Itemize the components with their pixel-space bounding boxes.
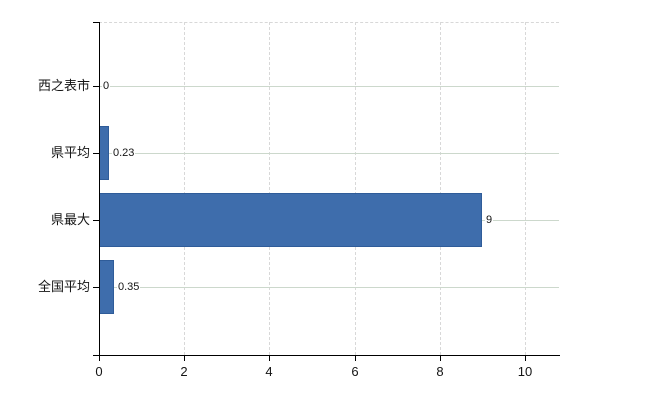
x-axis-tick (184, 355, 185, 361)
vertical-gridline (355, 22, 356, 355)
y-axis-tick (93, 287, 99, 288)
category-label: 全国平均 (37, 279, 90, 294)
x-tick-label: 0 (95, 364, 103, 379)
x-tick-label: 10 (517, 364, 533, 379)
horizontal-gridline (99, 153, 559, 154)
bar-value-label: 0.23 (112, 146, 136, 160)
vertical-gridline (269, 22, 270, 355)
x-tick-label: 2 (180, 364, 188, 379)
category-label: 県平均 (50, 145, 90, 160)
horizontal-gridline (99, 287, 559, 288)
vertical-gridline (525, 22, 526, 355)
y-axis-tick (93, 220, 99, 221)
plot-top-border (99, 22, 559, 23)
y-axis-tick (93, 153, 99, 154)
x-tick-label: 6 (351, 364, 359, 379)
x-axis-tick (269, 355, 270, 361)
bar-value-label: 0.35 (117, 280, 141, 294)
category-label: 県最大 (50, 212, 90, 227)
x-tick-label: 4 (265, 364, 273, 379)
horizontal-gridline (99, 86, 559, 87)
bar-value-label: 9 (485, 213, 494, 227)
x-axis-tick (355, 355, 356, 361)
x-axis-tick (525, 355, 526, 361)
y-axis-tick (93, 86, 99, 87)
vertical-gridline (440, 22, 441, 355)
bar-value-label: 0 (102, 79, 111, 93)
category-label: 西之表市 (37, 78, 90, 93)
bar (99, 193, 482, 247)
x-axis-tick (440, 355, 441, 361)
x-tick-label: 8 (436, 364, 444, 379)
x-axis-line (93, 355, 560, 356)
y-axis-end-tick (93, 22, 99, 23)
y-axis-line (99, 22, 100, 361)
vertical-gridline (184, 22, 185, 355)
